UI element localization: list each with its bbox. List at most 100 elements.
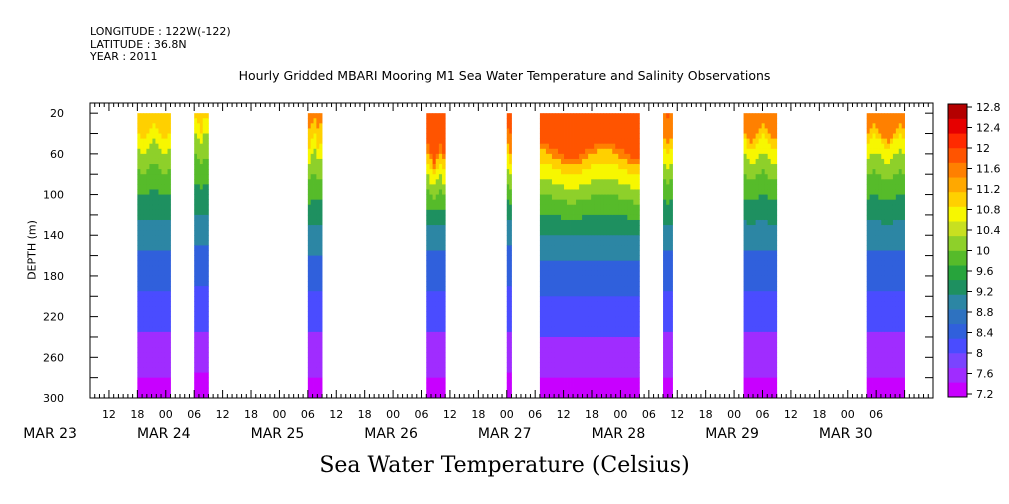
data-cell bbox=[767, 204, 772, 211]
data-cell bbox=[558, 382, 562, 389]
data-cell bbox=[872, 158, 876, 165]
data-cell bbox=[869, 301, 873, 307]
data-cell bbox=[551, 113, 556, 119]
data-cell bbox=[570, 179, 574, 185]
data-cell bbox=[633, 235, 637, 241]
data-cell bbox=[146, 311, 150, 318]
data-cell bbox=[594, 372, 598, 379]
data-cell bbox=[558, 209, 562, 216]
data-cell bbox=[573, 301, 577, 307]
data-cell bbox=[621, 204, 625, 211]
data-cell bbox=[866, 342, 871, 348]
data-cell bbox=[881, 225, 885, 231]
data-cell bbox=[749, 219, 753, 226]
data-cell bbox=[633, 372, 637, 379]
data-cell bbox=[630, 367, 634, 373]
data-cell bbox=[878, 189, 882, 195]
data-cell bbox=[764, 281, 769, 287]
data-cell bbox=[752, 301, 757, 307]
data-cell bbox=[884, 265, 888, 272]
data-cell bbox=[597, 230, 601, 236]
data-cell bbox=[901, 194, 905, 201]
data-cell bbox=[743, 158, 747, 165]
data-cell bbox=[603, 179, 607, 185]
data-cell bbox=[603, 326, 607, 333]
data-cell bbox=[579, 270, 583, 277]
data-cell bbox=[140, 382, 144, 389]
data-cell bbox=[429, 352, 433, 358]
data-cell bbox=[890, 245, 894, 251]
data-cell bbox=[624, 189, 628, 195]
data-cell bbox=[749, 306, 753, 312]
data-cell bbox=[567, 352, 571, 358]
data-cell bbox=[881, 347, 885, 353]
data-cell bbox=[594, 392, 598, 399]
data-cell bbox=[564, 169, 568, 175]
data-cell bbox=[633, 113, 637, 119]
data-cell bbox=[146, 372, 150, 379]
data-cell bbox=[506, 281, 510, 287]
data-cell bbox=[506, 123, 510, 129]
data-cell bbox=[603, 347, 607, 353]
data-cell bbox=[435, 153, 440, 160]
data-cell bbox=[600, 281, 604, 287]
data-cell bbox=[579, 382, 583, 389]
data-cell bbox=[591, 179, 595, 185]
data-cell bbox=[594, 357, 598, 363]
data-cell bbox=[895, 209, 900, 216]
data-cell bbox=[567, 164, 571, 170]
data-cell bbox=[669, 311, 673, 318]
data-cell bbox=[869, 311, 873, 318]
data-cell bbox=[630, 270, 634, 277]
data-cell bbox=[319, 311, 323, 318]
data-cell bbox=[743, 123, 747, 129]
data-cell bbox=[140, 164, 144, 170]
data-cell bbox=[143, 347, 147, 353]
data-cell bbox=[432, 189, 437, 195]
data-cell bbox=[615, 362, 619, 368]
data-cell bbox=[140, 128, 144, 134]
data-cell bbox=[761, 255, 766, 262]
data-cell bbox=[890, 301, 894, 307]
data-cell bbox=[545, 138, 550, 145]
data-cell bbox=[752, 153, 757, 160]
data-cell bbox=[890, 382, 894, 389]
data-block bbox=[194, 113, 209, 399]
data-cell bbox=[164, 342, 168, 348]
data-cell bbox=[582, 153, 586, 160]
data-cell bbox=[158, 281, 162, 287]
data-cell bbox=[567, 148, 571, 155]
data-cell bbox=[892, 311, 897, 318]
data-cell bbox=[666, 316, 670, 323]
data-cell bbox=[567, 219, 571, 226]
data-cell bbox=[749, 326, 753, 333]
data-cell bbox=[155, 392, 159, 399]
data-cell bbox=[319, 189, 323, 195]
data-cell bbox=[884, 281, 888, 287]
data-cell bbox=[554, 174, 559, 180]
data-cell bbox=[887, 281, 891, 287]
data-cell bbox=[164, 245, 168, 251]
data-cell bbox=[432, 367, 437, 373]
data-cell bbox=[539, 260, 544, 267]
data-cell bbox=[158, 153, 162, 160]
data-cell bbox=[621, 240, 625, 246]
data-cell bbox=[749, 387, 753, 394]
data-cell bbox=[429, 265, 433, 272]
data-cell bbox=[310, 357, 314, 363]
data-cell bbox=[594, 275, 598, 282]
data-cell bbox=[633, 133, 637, 140]
data-cell bbox=[901, 240, 905, 246]
data-cell bbox=[633, 342, 637, 348]
data-cell bbox=[663, 158, 667, 165]
data-cell bbox=[316, 143, 320, 150]
data-cell bbox=[895, 235, 900, 241]
data-cell bbox=[310, 296, 314, 302]
data-cell bbox=[509, 113, 512, 119]
data-cell bbox=[426, 311, 430, 318]
data-cell bbox=[542, 275, 547, 282]
data-cell bbox=[875, 367, 879, 373]
data-cell bbox=[149, 113, 153, 119]
data-cell bbox=[548, 306, 553, 312]
data-cell bbox=[432, 342, 437, 348]
